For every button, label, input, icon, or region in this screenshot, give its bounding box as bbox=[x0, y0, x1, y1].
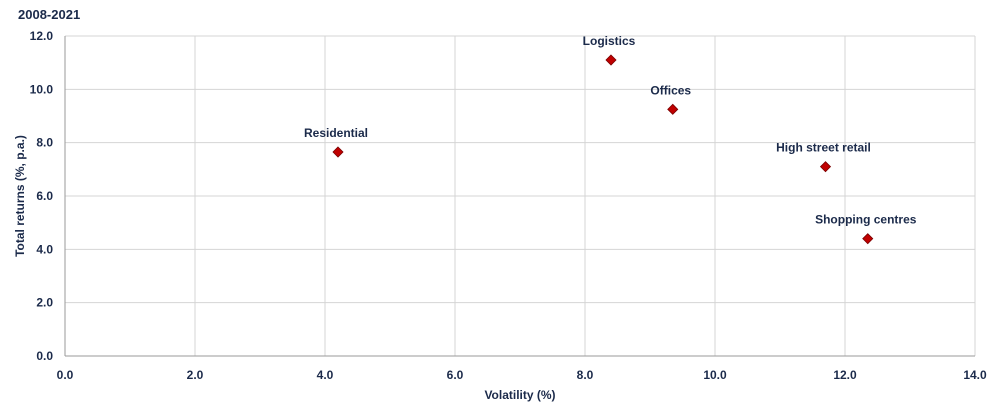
data-point-marker bbox=[332, 146, 344, 158]
data-point-marker bbox=[862, 233, 874, 245]
x-tick-label: 8.0 bbox=[577, 368, 594, 382]
data-point-marker bbox=[605, 54, 617, 66]
x-tick-label: 10.0 bbox=[703, 368, 727, 382]
x-tick-label: 4.0 bbox=[317, 368, 334, 382]
data-point-marker bbox=[819, 161, 832, 173]
data-point-label: Logistics bbox=[583, 34, 636, 48]
x-tick-label: 6.0 bbox=[447, 368, 464, 382]
x-tick-label: 14.0 bbox=[963, 368, 987, 382]
data-point-marker bbox=[667, 103, 679, 115]
y-tick-label: 6.0 bbox=[36, 189, 53, 203]
y-axis-title: Total returns (%, p.a.) bbox=[13, 135, 27, 257]
data-point-label: Residential bbox=[304, 126, 368, 140]
y-tick-label: 2.0 bbox=[36, 296, 53, 310]
x-tick-label: 2.0 bbox=[187, 368, 204, 382]
data-point-label: High street retail bbox=[776, 141, 871, 155]
data-point-label: Shopping centres bbox=[815, 213, 917, 227]
y-tick-label: 10.0 bbox=[30, 82, 54, 96]
data-point-label: Offices bbox=[650, 83, 691, 97]
y-tick-label: 12.0 bbox=[30, 29, 54, 43]
x-tick-label: 12.0 bbox=[833, 368, 857, 382]
x-tick-label: 0.0 bbox=[57, 368, 74, 382]
y-tick-label: 0.0 bbox=[36, 349, 53, 363]
x-axis-title: Volatility (%) bbox=[484, 388, 555, 402]
y-tick-label: 4.0 bbox=[36, 242, 53, 256]
y-tick-label: 8.0 bbox=[36, 136, 53, 150]
chart-subtitle: 2008-2021 bbox=[18, 7, 81, 22]
